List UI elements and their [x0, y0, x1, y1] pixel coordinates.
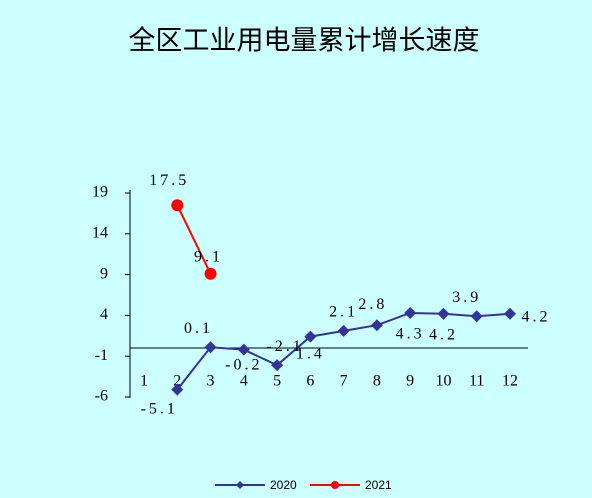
point	[304, 330, 317, 343]
point	[237, 343, 250, 356]
x-tick-label: 11	[469, 373, 484, 390]
legend-label: 2020	[270, 478, 297, 492]
legend-label: 2021	[365, 478, 392, 492]
point	[204, 267, 217, 280]
x-tick-label: 7	[340, 373, 348, 390]
x-tick-label: 1	[140, 373, 148, 390]
data-label: -0.2	[225, 356, 262, 373]
x-tick-label: 2	[173, 373, 181, 390]
y-tick-label: 4	[100, 306, 108, 323]
data-label: 3.9	[452, 289, 481, 306]
y-tick-label: 9	[100, 265, 108, 282]
point	[171, 199, 184, 212]
point	[470, 310, 483, 323]
legend-marker	[236, 481, 244, 489]
data-label: 9.1	[194, 248, 223, 265]
data-label: 2.1	[329, 304, 358, 321]
point	[204, 341, 217, 354]
data-label: 4.2	[429, 326, 458, 343]
x-tick-label: 3	[207, 373, 215, 390]
point	[337, 324, 350, 337]
data-label: 4.2	[522, 308, 551, 325]
x-tick-label: 10	[435, 373, 451, 390]
point	[370, 319, 383, 332]
y-tick-label: 14	[92, 224, 108, 241]
x-tick-label: 8	[373, 373, 381, 390]
series-line	[176, 204, 212, 275]
y-tick-label: -6	[95, 388, 108, 405]
point	[437, 307, 450, 320]
y-tick-label: -1	[95, 347, 108, 364]
data-label: -2.1	[266, 338, 303, 355]
point	[171, 383, 184, 396]
chart-title: 全区工业用电量累计增长速度	[129, 26, 480, 57]
x-tick-label: 4	[240, 373, 248, 390]
point	[504, 307, 516, 320]
point	[404, 306, 417, 319]
y-tick-label: 19	[92, 184, 108, 201]
point	[271, 359, 284, 372]
x-tick-label: 9	[406, 373, 414, 390]
x-tick-label: 5	[273, 373, 281, 390]
data-label: -5.1	[141, 400, 178, 417]
data-label: 1.4	[296, 345, 325, 362]
legend-marker	[331, 481, 339, 489]
data-label: 17.5	[149, 172, 189, 189]
data-label: 2.8	[358, 296, 387, 313]
x-tick-label: 12	[502, 373, 518, 390]
x-tick-label: 6	[306, 373, 314, 390]
data-label: 0.1	[184, 320, 213, 337]
data-label: 4.3	[396, 326, 425, 343]
